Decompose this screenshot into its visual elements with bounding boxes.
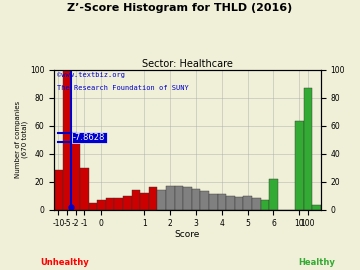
- Bar: [131, 190, 140, 210]
- Bar: [149, 187, 157, 210]
- Bar: [226, 196, 235, 210]
- Bar: [140, 193, 149, 210]
- Bar: [71, 143, 80, 210]
- Bar: [295, 122, 303, 210]
- Bar: [54, 170, 63, 210]
- Bar: [235, 197, 243, 210]
- Text: Healthy: Healthy: [298, 258, 335, 267]
- Bar: [89, 203, 97, 210]
- Bar: [123, 196, 131, 210]
- Bar: [261, 200, 269, 210]
- Text: -7.8628: -7.8628: [73, 133, 105, 142]
- Bar: [166, 186, 175, 210]
- Bar: [209, 194, 217, 210]
- Bar: [106, 198, 114, 210]
- Text: The Research Foundation of SUNY: The Research Foundation of SUNY: [57, 85, 189, 91]
- Bar: [252, 198, 261, 210]
- Bar: [114, 198, 123, 210]
- Title: Sector: Healthcare: Sector: Healthcare: [142, 59, 233, 69]
- Bar: [157, 190, 166, 210]
- Text: Unhealthy: Unhealthy: [40, 258, 89, 267]
- Text: ©www.textbiz.org: ©www.textbiz.org: [57, 72, 125, 79]
- Bar: [312, 205, 321, 210]
- Bar: [303, 88, 312, 210]
- Bar: [201, 191, 209, 210]
- Bar: [217, 194, 226, 210]
- Bar: [243, 196, 252, 210]
- Bar: [80, 168, 89, 210]
- Bar: [97, 200, 106, 210]
- Bar: [63, 70, 71, 210]
- Bar: [183, 187, 192, 210]
- Bar: [192, 189, 201, 210]
- Y-axis label: Number of companies
(670 total): Number of companies (670 total): [15, 101, 28, 178]
- Text: Z’-Score Histogram for THLD (2016): Z’-Score Histogram for THLD (2016): [67, 3, 293, 13]
- X-axis label: Score: Score: [175, 230, 200, 239]
- Bar: [175, 186, 183, 210]
- Bar: [269, 179, 278, 210]
